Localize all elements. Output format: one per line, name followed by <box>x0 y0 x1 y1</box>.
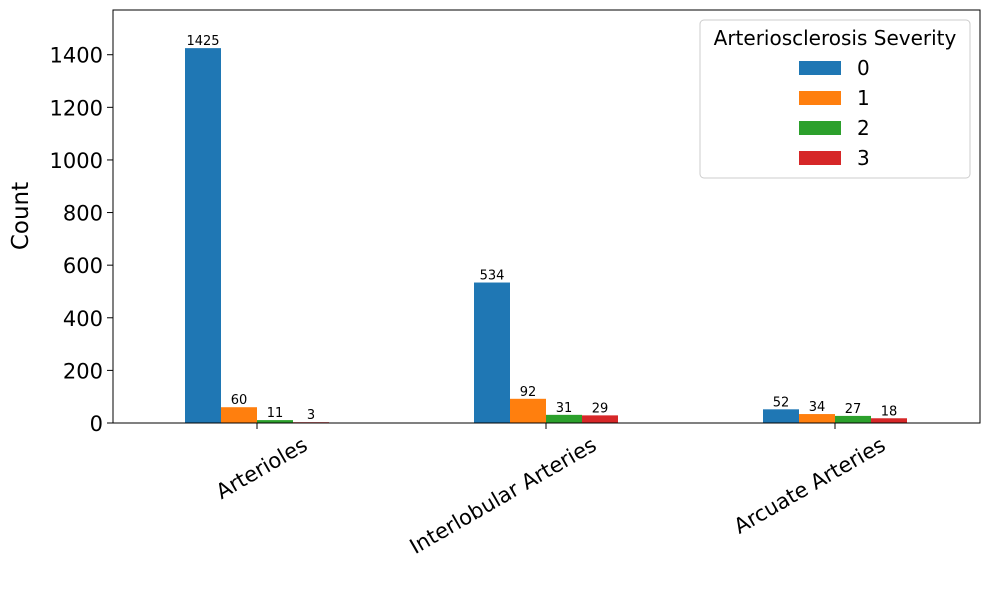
bar-value-label: 18 <box>881 404 898 419</box>
bar <box>257 420 293 423</box>
bar-value-label: 92 <box>520 385 537 400</box>
x-tick-label: Arterioles <box>212 433 312 504</box>
bar <box>474 282 510 423</box>
bar-value-label: 31 <box>556 401 573 416</box>
legend-swatch <box>799 91 841 105</box>
bar <box>835 415 871 423</box>
bar-value-label: 27 <box>845 402 862 417</box>
bar <box>221 407 257 423</box>
bar <box>799 414 835 423</box>
y-tick-label: 0 <box>90 412 103 436</box>
y-tick-label: 200 <box>63 359 103 383</box>
x-tick-label: Arcuate Arteries <box>730 433 890 539</box>
y-tick-label: 800 <box>63 202 103 226</box>
legend-entry-label: 0 <box>857 56 870 80</box>
legend-entry-label: 3 <box>857 146 870 170</box>
y-tick-label: 600 <box>63 254 103 278</box>
x-axis-ticks: Arterioles Interlobular Arteries Arcuate A… <box>212 423 890 559</box>
legend-swatch <box>799 121 841 135</box>
y-tick-label: 1000 <box>50 149 103 173</box>
bar <box>185 48 221 423</box>
legend-entry-label: 1 <box>857 86 870 110</box>
y-tick-label: 400 <box>63 307 103 331</box>
y-axis-ticks: 0 200 400 600 800 1000 1200 1400 <box>50 44 113 436</box>
y-tick-label: 1200 <box>50 96 103 120</box>
bar <box>510 398 546 423</box>
bar-value-label: 1425 <box>186 34 219 49</box>
bar <box>871 418 907 423</box>
bar-value-label: 52 <box>773 395 790 410</box>
y-axis-label: Count <box>8 182 34 250</box>
y-tick-label: 1400 <box>50 44 103 68</box>
bar-value-label: 534 <box>480 269 505 284</box>
bar <box>763 409 799 423</box>
bar <box>546 414 582 423</box>
legend-title: Arteriosclerosis Severity <box>714 26 957 50</box>
bar <box>582 415 618 423</box>
legend: Arteriosclerosis Severity 0 1 2 3 <box>699 19 971 179</box>
legend-swatch <box>799 151 841 165</box>
bar-value-label: 11 <box>267 406 284 421</box>
bar-value-label: 34 <box>809 400 826 415</box>
bar-value-label: 3 <box>307 408 315 423</box>
x-tick-label: Interlobular Arteries <box>406 433 601 559</box>
bar-value-label: 60 <box>231 393 248 408</box>
bars-group <box>185 48 907 423</box>
legend-entries: 0 1 2 3 <box>799 56 870 170</box>
legend-entry-label: 2 <box>857 116 870 140</box>
bar-value-label: 29 <box>592 401 609 416</box>
legend-swatch <box>799 61 841 75</box>
